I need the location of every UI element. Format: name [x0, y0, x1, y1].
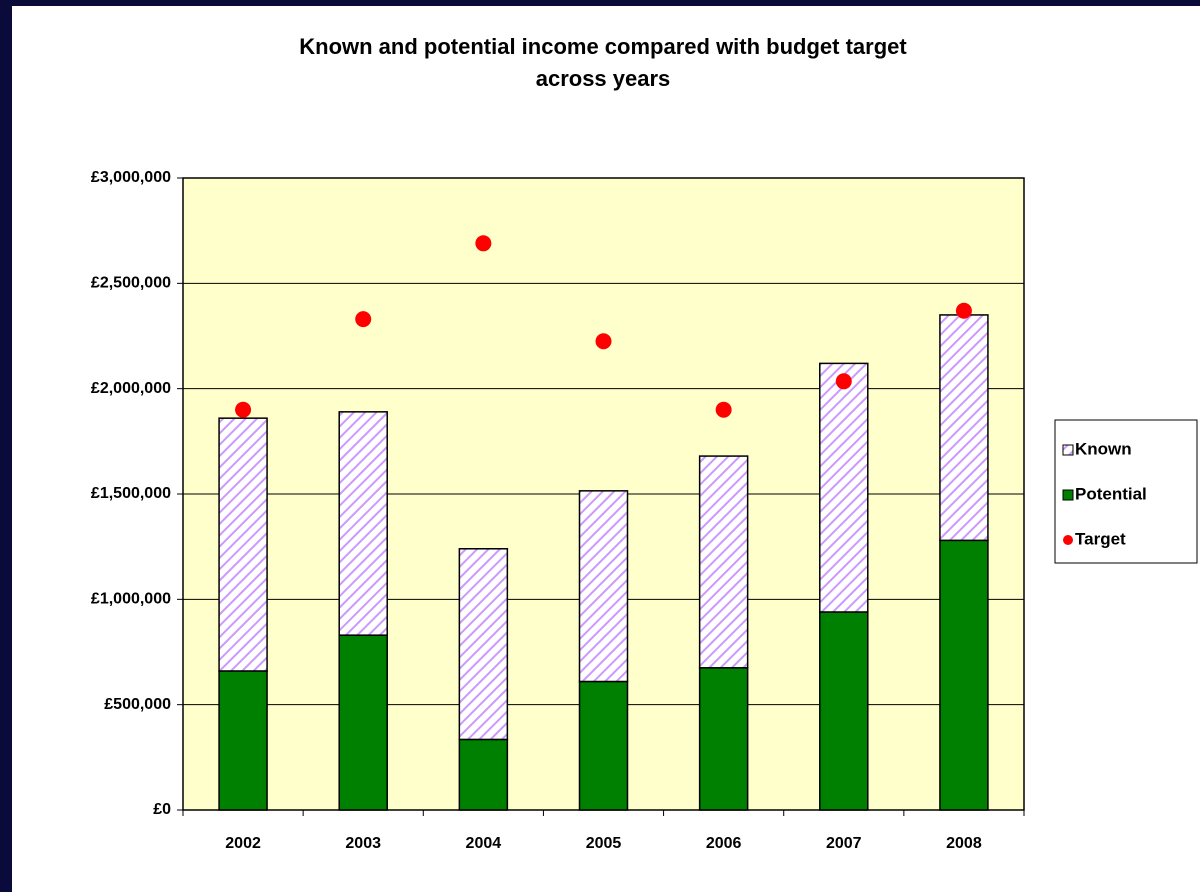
bar-segment	[218, 670, 268, 811]
y-tick-label: £1,000,000	[91, 591, 171, 608]
y-tick-label: £2,000,000	[91, 380, 171, 397]
x-tick-label: 2005	[586, 835, 622, 852]
bar-segment	[338, 634, 388, 811]
y-tick-label: £0	[153, 801, 171, 818]
legend-label: Potential	[1075, 484, 1147, 503]
chart-title: across years	[536, 66, 671, 91]
legend-marker	[1062, 489, 1074, 501]
target-dot	[835, 373, 852, 390]
bar-segment	[819, 611, 869, 811]
x-tick-label: 2006	[706, 835, 742, 852]
bar-segment	[939, 539, 989, 811]
y-tick-label: £1,500,000	[91, 485, 171, 502]
target-dot	[475, 235, 492, 252]
bar-segment	[458, 738, 509, 811]
y-tick-label: £3,000,000	[91, 169, 171, 186]
legend-marker	[1063, 535, 1073, 545]
y-tick-label: £500,000	[104, 696, 171, 713]
legend-label: Known	[1075, 439, 1132, 458]
target-dot	[355, 311, 372, 328]
bar-segment	[578, 490, 629, 683]
target-dot	[235, 401, 252, 418]
x-tick-label: 2007	[826, 835, 862, 852]
x-tick-label: 2008	[946, 835, 982, 852]
y-tick-label: £2,500,000	[91, 275, 171, 292]
x-tick-label: 2002	[225, 835, 261, 852]
x-tick-label: 2003	[345, 835, 381, 852]
chart-title: Known and potential income compared with…	[299, 34, 907, 59]
bar-segment	[338, 411, 388, 636]
bar-segment	[578, 680, 629, 811]
bar-segment	[218, 417, 268, 672]
legend-marker	[1062, 444, 1074, 456]
bar-segment	[939, 314, 989, 542]
target-dot	[595, 333, 612, 350]
chart: Known and potential income compared with…	[12, 6, 1200, 892]
legend-label: Target	[1075, 529, 1126, 548]
target-dot	[715, 401, 732, 418]
bar-segment	[698, 667, 749, 811]
legend	[1054, 419, 1198, 564]
x-tick-label: 2004	[466, 835, 502, 852]
bar-segment	[698, 455, 749, 669]
bar-segment	[819, 362, 869, 613]
bar-segment	[458, 548, 509, 741]
target-dot	[955, 302, 972, 319]
